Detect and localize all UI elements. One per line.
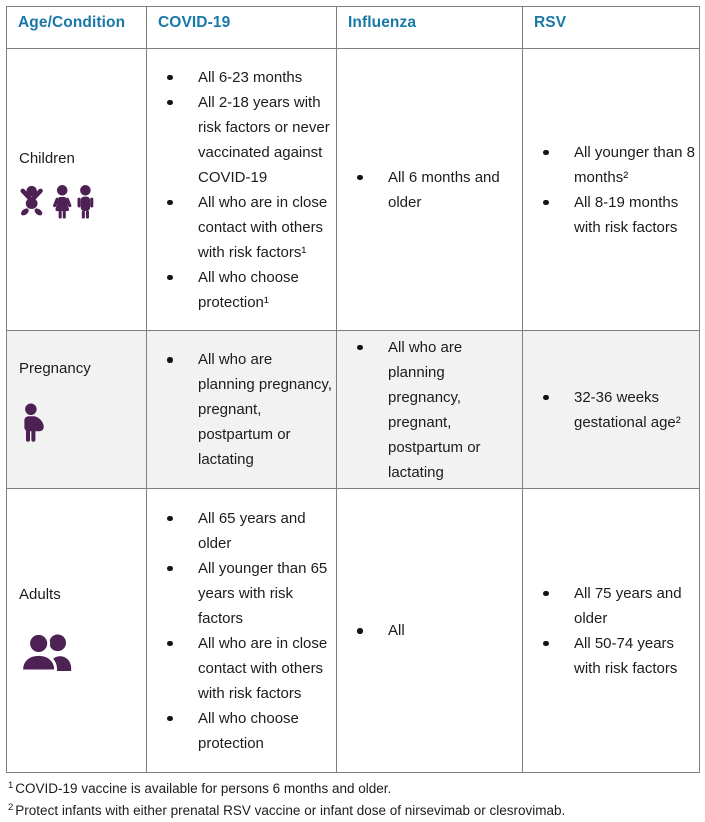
header-rsv: RSV: [522, 6, 700, 49]
cell-adults-rsv: All 75 years and older All 50-74 years w…: [522, 488, 700, 773]
adults-icon: [19, 631, 143, 677]
bullet-item: All 2-18 years with risk factors or neve…: [162, 90, 333, 190]
footnote-1-text: COVID-19 vaccine is available for person…: [15, 781, 392, 796]
adults-covid-list: All 65 years and older All younger than …: [150, 506, 333, 756]
bullet-item: All 6 months and older: [352, 165, 519, 215]
bullet-item: All who are in close contact with others…: [162, 190, 333, 265]
cell-pregnancy-influenza: All who are planning pregnancy, pregnant…: [336, 330, 523, 489]
pregnancy-influenza-list: All who are planning pregnancy, pregnant…: [340, 335, 519, 485]
cell-children-influenza: All 6 months and older: [336, 48, 523, 331]
header-age-condition: Age/Condition: [6, 6, 147, 49]
cell-adults-covid: All 65 years and older All younger than …: [146, 488, 337, 773]
bullet-item: All 65 years and older: [162, 506, 333, 556]
children-icon: [19, 181, 143, 231]
pregnancy-covid-list: All who are planning pregnancy, pregnant…: [150, 347, 333, 472]
cell-pregnancy-covid: All who are planning pregnancy, pregnant…: [146, 330, 337, 489]
cell-pregnancy-rsv: 32-36 weeks gestational age²: [522, 330, 700, 489]
bullet-item: All who choose protection: [162, 706, 333, 756]
cell-adults-influenza: All: [336, 488, 523, 773]
row-pregnancy: Pregnancy All who are planning pregnancy…: [6, 330, 700, 489]
children-covid-list: All 6-23 months All 2-18 years with risk…: [150, 65, 333, 315]
cell-children-covid: All 6-23 months All 2-18 years with risk…: [146, 48, 337, 331]
adults-influenza-list: All: [340, 618, 519, 643]
cell-children-label: Children: [6, 48, 147, 331]
header-row: Age/Condition COVID-19 Influenza RSV: [6, 6, 700, 49]
row-adults: Adults All 65 years a: [6, 488, 700, 773]
adults-rsv-list: All 75 years and older All 50-74 years w…: [526, 581, 696, 681]
bullet-item: All 50-74 years with risk factors: [538, 631, 696, 681]
row-label-pregnancy: Pregnancy: [19, 359, 91, 377]
children-influenza-list: All 6 months and older: [340, 165, 519, 215]
cell-children-rsv: All younger than 8 months² All 8-19 mont…: [522, 48, 700, 331]
bullet-item: All who are planning pregnancy, pregnant…: [162, 347, 333, 472]
header-influenza: Influenza: [336, 6, 523, 49]
bullet-item: All: [352, 618, 519, 643]
footnote-2: 2 Protect infants with either prenatal RS…: [8, 800, 697, 822]
pregnancy-icon: [19, 399, 143, 461]
bullet-item: All who choose protection¹: [162, 265, 333, 315]
bullet-item: 32-36 weeks gestational age²: [538, 385, 696, 435]
bullet-item: All younger than 65 years with risk fact…: [162, 556, 333, 631]
footnote-1-marker: 1: [8, 779, 14, 791]
header-covid19: COVID-19: [146, 6, 337, 49]
footnote-2-text: Protect infants with either prenatal RSV…: [15, 803, 566, 818]
row-children: Children: [6, 48, 700, 331]
vaccine-recommendation-table: Age/Condition COVID-19 Influenza RSV Chi…: [6, 6, 700, 773]
bullet-item: All who are in close contact with others…: [162, 631, 333, 706]
footnotes: 1 COVID-19 vaccine is available for perso…: [6, 773, 699, 822]
cell-adults-label: Adults: [6, 488, 147, 773]
bullet-item: All who are planning pregnancy, pregnant…: [352, 335, 519, 485]
row-label-children: Children: [19, 149, 75, 167]
bullet-item: All 8-19 months with risk factors: [538, 190, 696, 240]
footnote-2-marker: 2: [8, 801, 14, 813]
row-label-adults: Adults: [19, 585, 61, 603]
bullet-item: All 6-23 months: [162, 65, 333, 90]
pregnancy-rsv-list: 32-36 weeks gestational age²: [526, 385, 696, 435]
bullet-item: All 75 years and older: [538, 581, 696, 631]
children-rsv-list: All younger than 8 months² All 8-19 mont…: [526, 140, 696, 240]
cell-pregnancy-label: Pregnancy: [6, 330, 147, 489]
bullet-item: All younger than 8 months²: [538, 140, 696, 190]
footnote-1: 1 COVID-19 vaccine is available for perso…: [8, 778, 697, 800]
